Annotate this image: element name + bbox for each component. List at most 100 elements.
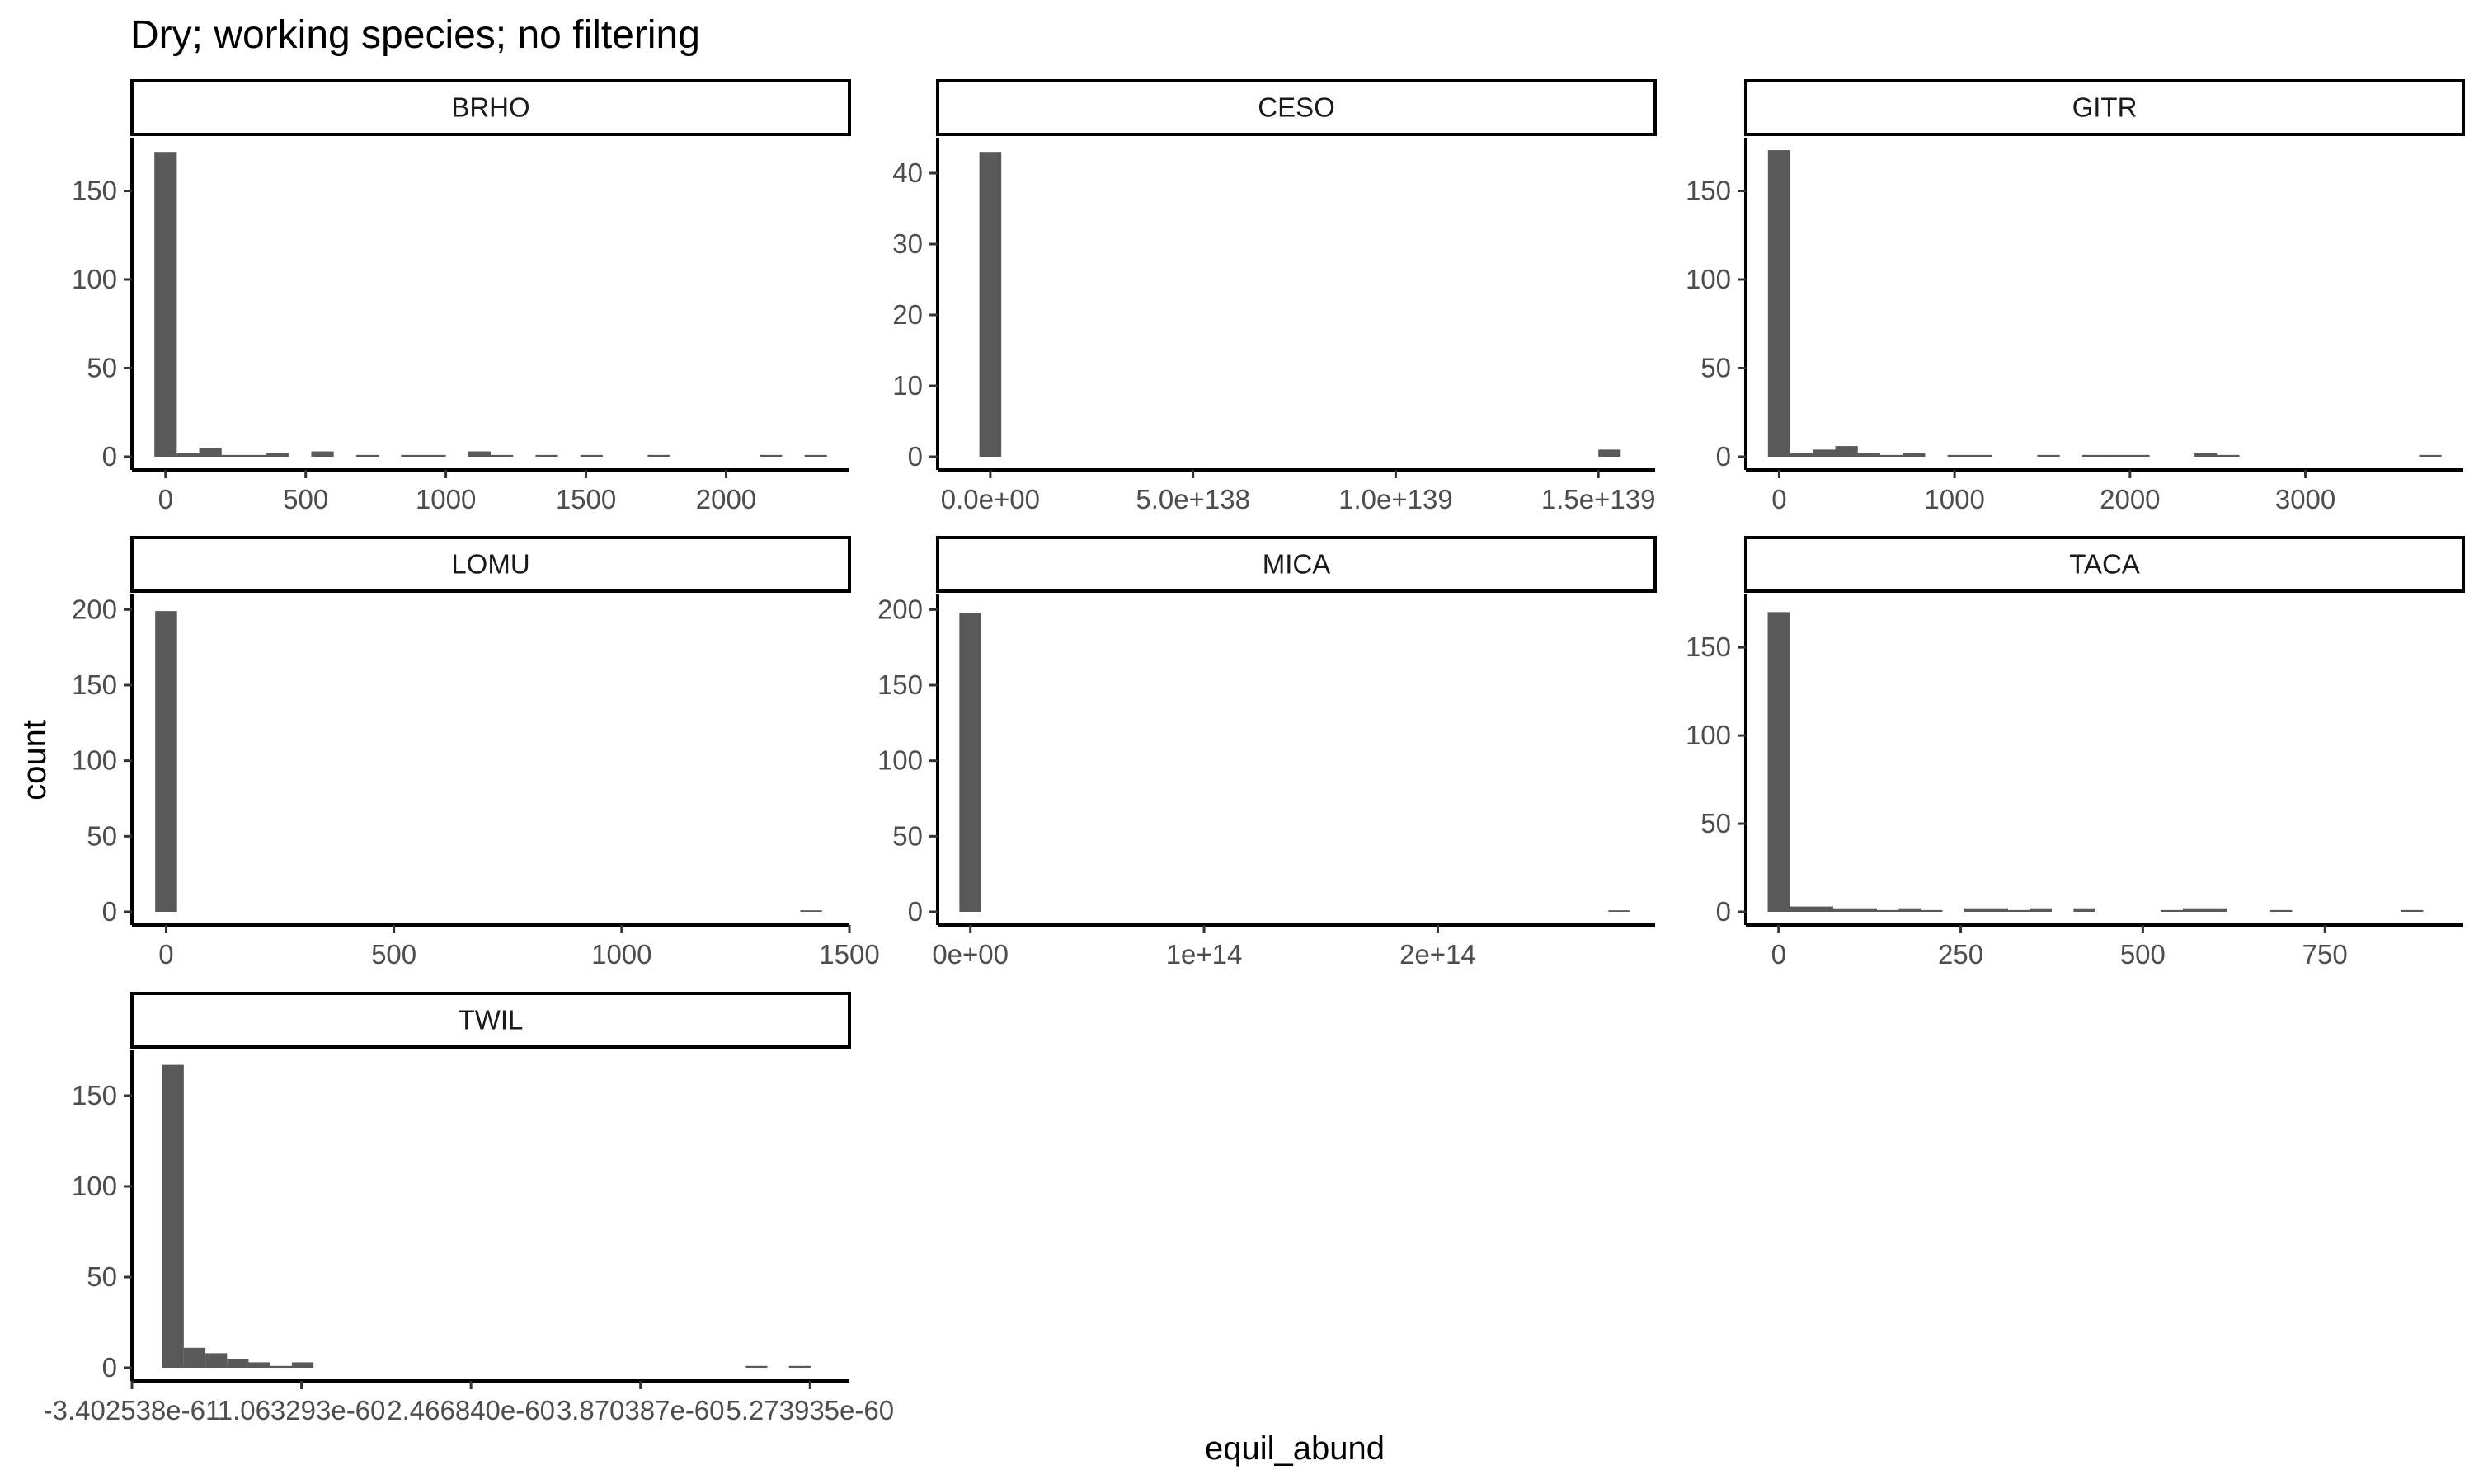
facet-strip xyxy=(130,79,851,136)
facet-strip-label: CESO xyxy=(1258,92,1335,123)
histogram-bar xyxy=(959,613,981,912)
x-tick-label: 5.273935e-60 xyxy=(726,1395,894,1425)
x-tick-label: 1500 xyxy=(556,484,616,514)
histogram-bar xyxy=(154,152,177,457)
histogram-bar xyxy=(1832,908,1856,912)
histogram-bar xyxy=(2073,908,2095,912)
histogram-bar xyxy=(2194,453,2218,457)
histogram-bar xyxy=(2269,909,2293,912)
histogram-bar xyxy=(162,1064,184,1368)
histogram-bar xyxy=(2081,454,2105,457)
x-tick-label: 2000 xyxy=(696,484,756,514)
panel-ceso: CESO 0 10 20 30 40 0.0e+00 5.0e+138 1.0e+139 1.5e… xyxy=(892,79,1657,514)
histogram-bar xyxy=(266,453,289,457)
histogram-bar xyxy=(1767,150,1791,458)
histogram-bar xyxy=(2007,909,2030,912)
facet-strip-label: TWIL xyxy=(459,1005,524,1036)
y-tick-label: 0 xyxy=(102,896,117,927)
x-tick-label: 500 xyxy=(371,939,416,970)
histogram-bar xyxy=(183,1347,206,1368)
panel-lomu: LOMU 0 50 100 150 200 0 500 1000 1500 xyxy=(72,536,880,970)
y-tick-label: 10 xyxy=(892,370,923,401)
facet-strip-label: LOMU xyxy=(451,549,529,580)
x-tick-label: 0.0e+00 xyxy=(941,484,1040,514)
histogram-bar xyxy=(221,454,244,457)
histogram-bar xyxy=(2161,909,2183,912)
histogram-bar xyxy=(227,1359,249,1368)
histogram-bar xyxy=(270,1365,292,1368)
histogram-bar xyxy=(580,454,603,457)
y-tick-label: 50 xyxy=(1700,353,1731,383)
x-tick-label: 1.5e+139 xyxy=(1541,484,1656,514)
histogram-bar xyxy=(800,910,822,912)
facet-strip-label: GITR xyxy=(2072,92,2138,123)
x-tick-label: 0 xyxy=(158,939,173,970)
panel-twil: TWIL 0 50 100 150 -3.402538e-611.063293e-60 2.… xyxy=(44,992,894,1425)
histogram-bar xyxy=(1879,454,1903,457)
histogram-bar xyxy=(155,611,177,912)
histogram-bar xyxy=(1986,908,2008,912)
histogram-bar xyxy=(1855,908,1877,912)
y-tick-label: 150 xyxy=(72,669,117,700)
histogram-bar xyxy=(423,454,446,457)
histogram-bar xyxy=(2037,454,2060,457)
facet-strip-label: MICA xyxy=(1263,549,1331,580)
facet-strip xyxy=(130,992,851,1049)
y-tick-label: 100 xyxy=(877,745,923,776)
histogram-bar xyxy=(1903,453,1926,457)
panel-taca: TACA 0 50 100 150 0 250 500 750 xyxy=(1686,536,2465,970)
x-tick-label: 1500 xyxy=(819,939,879,970)
histogram-bar xyxy=(788,1365,811,1368)
chart-title: Dry; working species; no filtering xyxy=(130,13,700,57)
histogram-bar xyxy=(1947,454,1970,457)
histogram-bar xyxy=(1790,453,1813,457)
facet-strip xyxy=(130,536,851,593)
facet-strip-label: BRHO xyxy=(451,92,529,123)
y-tick-label: 40 xyxy=(892,157,923,188)
x-tick-label: 5.0e+138 xyxy=(1136,484,1250,514)
histogram-bar xyxy=(1876,909,1899,912)
x-tick-label: 750 xyxy=(2302,939,2348,970)
histogram-bar xyxy=(2105,454,2128,457)
histogram-bar xyxy=(2127,454,2150,457)
y-tick-label: 150 xyxy=(72,1080,117,1111)
histogram-bar xyxy=(535,454,558,457)
histogram-bar xyxy=(355,454,379,457)
histogram-bar xyxy=(2419,454,2442,457)
y-tick-label: 50 xyxy=(1700,808,1731,838)
x-tick-label: 1.063293e-60 xyxy=(218,1395,386,1425)
x-axis-title: equil_abund xyxy=(1205,1430,1385,1467)
histogram-bar xyxy=(1835,446,1858,457)
histogram-bar xyxy=(291,1362,314,1368)
y-tick-label: 50 xyxy=(87,353,117,383)
x-tick-label: 0 xyxy=(1771,484,1786,514)
y-tick-label: 50 xyxy=(892,820,923,851)
y-tick-label: 0 xyxy=(1716,896,1731,927)
y-tick-label: 100 xyxy=(1686,720,1731,750)
histogram-bar xyxy=(311,451,334,457)
y-tick-label: 0 xyxy=(102,1352,117,1383)
histogram-bar xyxy=(1964,908,1987,912)
histogram-bar xyxy=(1857,453,1880,457)
histogram-bar xyxy=(1920,909,1943,912)
x-tick-label: 1.0e+139 xyxy=(1338,484,1453,514)
y-tick-label: 0 xyxy=(1716,441,1731,472)
facet-strip xyxy=(936,79,1657,136)
histogram-bar xyxy=(804,454,827,457)
x-tick-label: 0 xyxy=(1771,939,1786,970)
y-tick-label: 100 xyxy=(1686,264,1731,294)
histogram-bar xyxy=(1598,449,1621,457)
histogram-bar xyxy=(2030,908,2052,912)
x-tick-label: 500 xyxy=(2120,939,2166,970)
y-tick-label: 0 xyxy=(908,896,923,927)
facet-strip xyxy=(1744,536,2465,593)
x-tick-label: 0 xyxy=(158,484,173,514)
histogram-bar xyxy=(1813,449,1836,457)
histogram-bar xyxy=(243,454,267,457)
x-tick-label: 1000 xyxy=(416,484,476,514)
y-tick-label: 150 xyxy=(877,669,923,700)
x-tick-label: 1000 xyxy=(591,939,651,970)
y-tick-label: 20 xyxy=(892,299,923,330)
